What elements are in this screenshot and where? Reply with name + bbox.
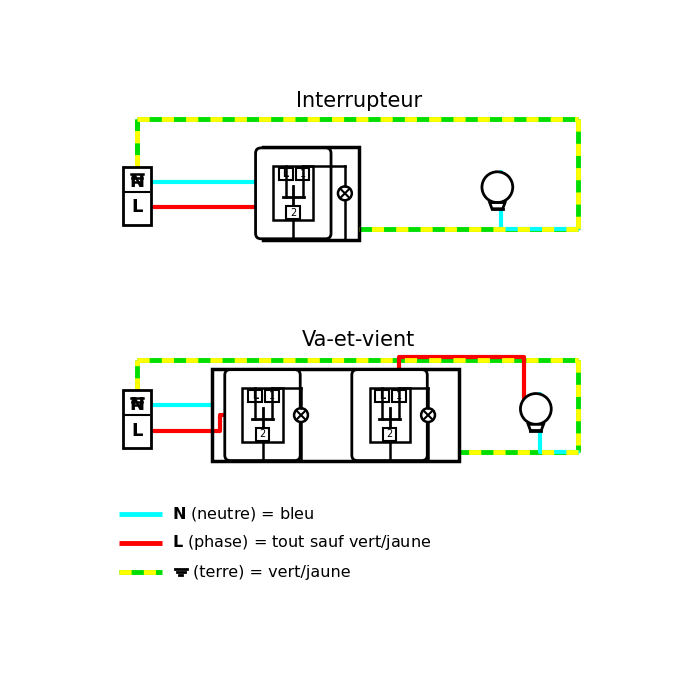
Text: 2: 2: [260, 429, 265, 440]
FancyBboxPatch shape: [383, 428, 396, 440]
FancyBboxPatch shape: [273, 167, 314, 220]
Text: Interrupteur: Interrupteur: [295, 91, 422, 111]
Text: 1: 1: [395, 391, 402, 401]
FancyBboxPatch shape: [242, 388, 283, 442]
Text: N: N: [130, 396, 144, 414]
Text: $\mathbf{L}$ (phase) = tout sauf vert/jaune: $\mathbf{L}$ (phase) = tout sauf vert/ja…: [172, 533, 431, 552]
FancyBboxPatch shape: [265, 390, 279, 402]
Polygon shape: [528, 424, 543, 430]
Text: N: N: [130, 173, 144, 191]
FancyBboxPatch shape: [375, 390, 389, 402]
FancyBboxPatch shape: [256, 148, 331, 239]
Text: L: L: [283, 169, 288, 179]
FancyBboxPatch shape: [392, 390, 406, 402]
Text: L: L: [252, 391, 258, 401]
FancyBboxPatch shape: [286, 206, 300, 218]
Circle shape: [421, 408, 435, 422]
Circle shape: [338, 186, 352, 200]
FancyBboxPatch shape: [123, 167, 151, 225]
FancyBboxPatch shape: [123, 390, 151, 448]
FancyBboxPatch shape: [279, 168, 293, 180]
Polygon shape: [490, 202, 505, 209]
Text: 2: 2: [290, 208, 296, 218]
Text: 1: 1: [300, 169, 306, 179]
FancyBboxPatch shape: [489, 186, 506, 203]
Text: L: L: [132, 421, 143, 440]
Text: L: L: [379, 391, 385, 401]
FancyBboxPatch shape: [370, 388, 410, 442]
FancyBboxPatch shape: [527, 408, 545, 425]
Text: 1: 1: [269, 391, 275, 401]
Circle shape: [521, 393, 552, 424]
Text: Va-et-vient: Va-et-vient: [302, 330, 415, 349]
Circle shape: [482, 172, 512, 202]
Text: (terre) = vert/jaune: (terre) = vert/jaune: [193, 565, 351, 580]
FancyBboxPatch shape: [225, 370, 300, 461]
FancyBboxPatch shape: [248, 390, 262, 402]
FancyBboxPatch shape: [256, 428, 270, 440]
FancyBboxPatch shape: [295, 168, 309, 180]
Text: 2: 2: [386, 429, 393, 440]
Text: $\mathbf{N}$ (neutre) = bleu: $\mathbf{N}$ (neutre) = bleu: [172, 505, 314, 523]
FancyBboxPatch shape: [352, 370, 427, 461]
Text: L: L: [132, 198, 143, 216]
Circle shape: [294, 408, 308, 422]
